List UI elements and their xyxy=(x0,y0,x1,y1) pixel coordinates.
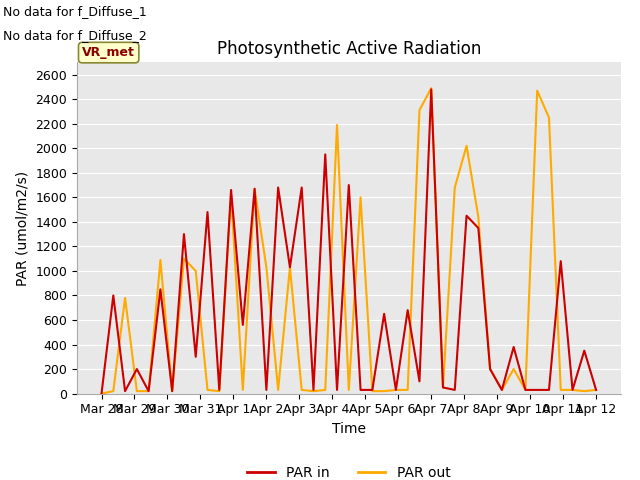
X-axis label: Time: Time xyxy=(332,422,366,436)
Text: VR_met: VR_met xyxy=(82,46,135,59)
Title: Photosynthetic Active Radiation: Photosynthetic Active Radiation xyxy=(216,40,481,58)
Text: No data for f_Diffuse_2: No data for f_Diffuse_2 xyxy=(3,29,147,42)
Legend: PAR in, PAR out: PAR in, PAR out xyxy=(242,460,456,480)
Text: No data for f_Diffuse_1: No data for f_Diffuse_1 xyxy=(3,5,147,18)
Y-axis label: PAR (umol/m2/s): PAR (umol/m2/s) xyxy=(15,170,29,286)
